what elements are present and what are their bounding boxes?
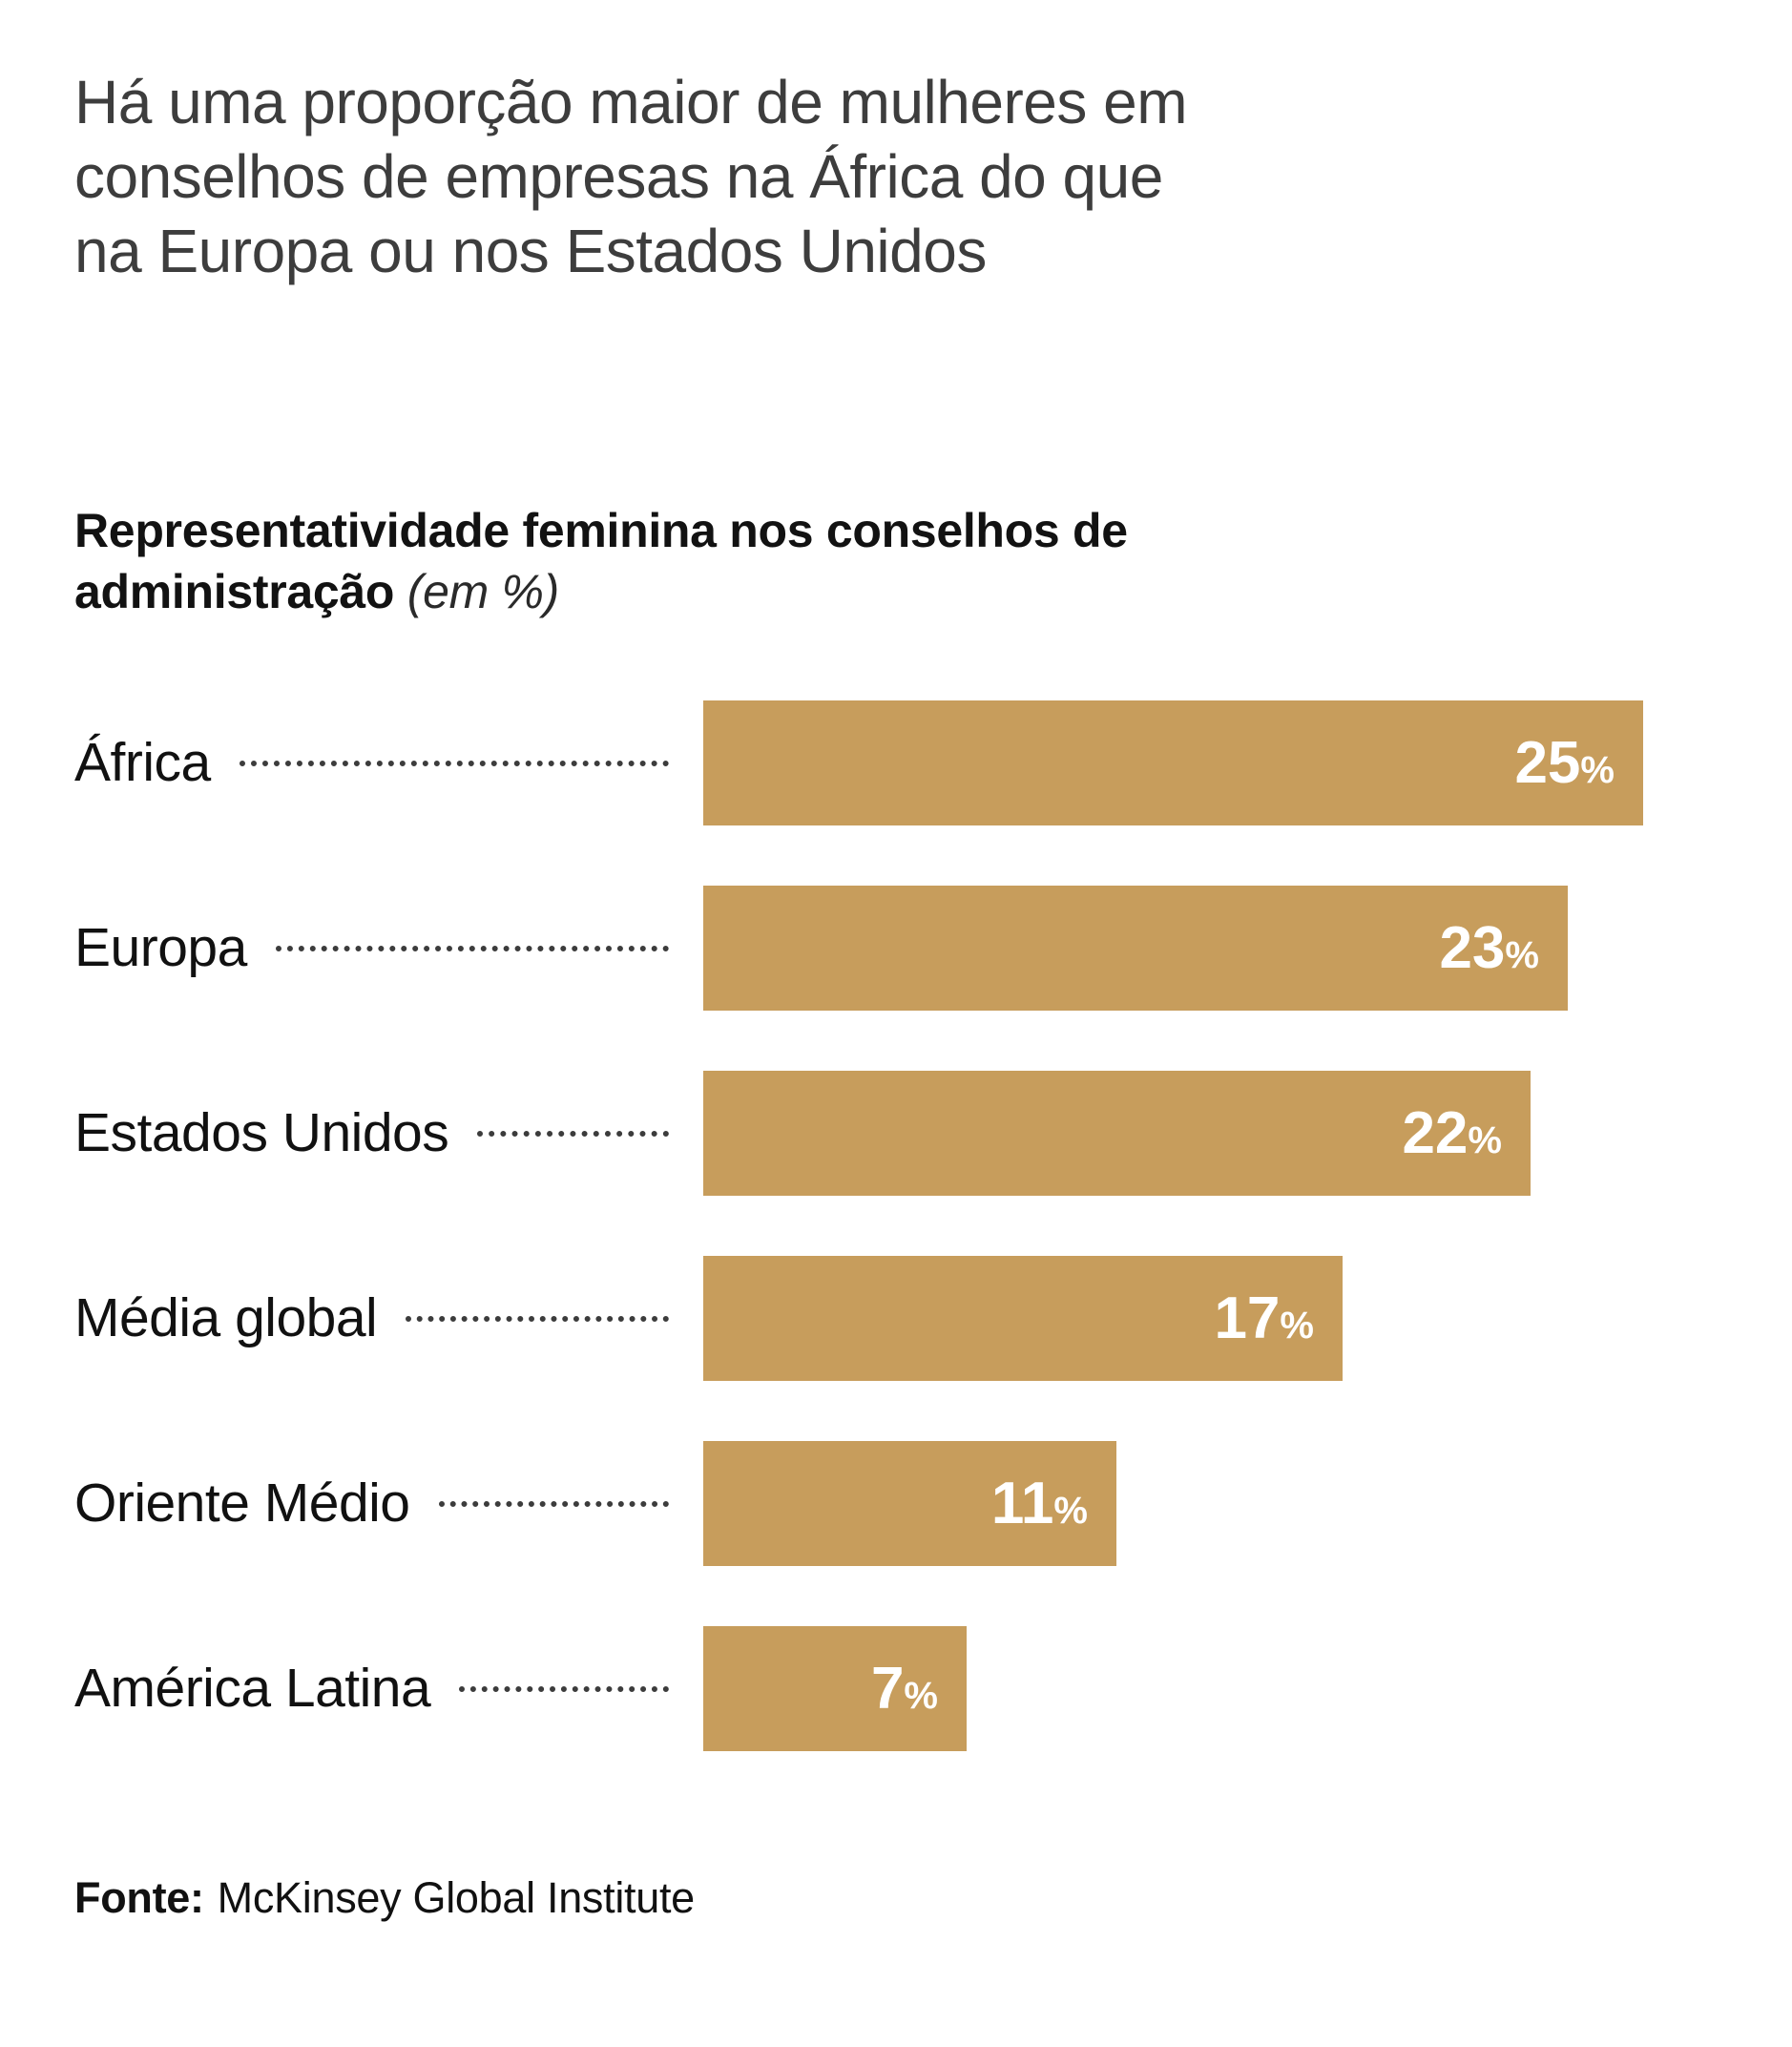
value-unit: % bbox=[1053, 1489, 1088, 1532]
leader-dotted-line bbox=[477, 1130, 669, 1137]
value-number: 23 bbox=[1439, 914, 1506, 981]
category-label: Média global bbox=[74, 1287, 378, 1349]
value-number: 25 bbox=[1514, 729, 1581, 796]
source-label: Fonte: bbox=[74, 1873, 204, 1923]
value-unit: % bbox=[1505, 933, 1539, 976]
subtitle-unit-note: (em %) bbox=[406, 565, 560, 619]
value-label: 17% bbox=[1214, 1288, 1314, 1348]
bar: 22% bbox=[703, 1071, 1531, 1197]
bar-row: Europa 23% bbox=[74, 886, 1716, 1012]
bar-label-zone: Europa bbox=[74, 921, 703, 975]
bar: 11% bbox=[703, 1441, 1116, 1567]
bar: 17% bbox=[703, 1256, 1343, 1382]
leader-dotted-line bbox=[459, 1685, 669, 1692]
bar-row: Estados Unidos 22% bbox=[74, 1071, 1716, 1197]
leader-dotted-line bbox=[406, 1315, 669, 1322]
bar-row: África 25% bbox=[74, 700, 1716, 826]
category-label: África bbox=[74, 732, 211, 794]
value-unit: % bbox=[1280, 1304, 1314, 1347]
category-label: Estados Unidos bbox=[74, 1102, 449, 1164]
value-unit: % bbox=[1580, 748, 1615, 791]
value-number: 22 bbox=[1402, 1099, 1469, 1166]
leader-dotted-line bbox=[275, 945, 669, 951]
category-label: Europa bbox=[74, 917, 247, 979]
category-label: Oriente Médio bbox=[74, 1473, 410, 1535]
chart-headline: Há uma proporção maior de mulheres em co… bbox=[74, 68, 1188, 286]
source-value: McKinsey Global Institute bbox=[217, 1873, 696, 1923]
bar-label-zone: América Latina bbox=[74, 1661, 703, 1716]
value-number: 7 bbox=[870, 1655, 905, 1722]
bar: 25% bbox=[703, 700, 1643, 826]
bar-row: Oriente Médio 11% bbox=[74, 1441, 1716, 1567]
source: Fonte: McKinsey Global Institute bbox=[74, 1873, 1716, 1923]
chart-subtitle: Representatividade feminina nos conselho… bbox=[74, 500, 1143, 622]
value-label: 22% bbox=[1402, 1103, 1502, 1163]
value-unit: % bbox=[1468, 1118, 1502, 1161]
bar-row: América Latina 7% bbox=[74, 1626, 1716, 1752]
bar-label-zone: África bbox=[74, 736, 703, 790]
value-label: 7% bbox=[871, 1659, 938, 1719]
bar-row: Média global 17% bbox=[74, 1256, 1716, 1382]
value-label: 11% bbox=[990, 1470, 1088, 1536]
value-unit: % bbox=[904, 1674, 938, 1717]
bar: 23% bbox=[703, 886, 1568, 1012]
subtitle-text: Representatividade feminina nos conselho… bbox=[74, 504, 1128, 619]
value-label: 25% bbox=[1514, 733, 1615, 793]
value-number: 17 bbox=[1214, 1285, 1281, 1351]
bar-label-zone: Estados Unidos bbox=[74, 1106, 703, 1160]
bar-label-zone: Oriente Médio bbox=[74, 1476, 703, 1531]
category-label: América Latina bbox=[74, 1658, 431, 1720]
bar-label-zone: Média global bbox=[74, 1291, 703, 1346]
value-number: 11 bbox=[990, 1470, 1054, 1536]
value-label: 23% bbox=[1439, 918, 1539, 978]
leader-dotted-line bbox=[239, 760, 669, 766]
bar-chart: África 25% Europa 23% Estados Unidos 22%… bbox=[74, 700, 1716, 1752]
bar: 7% bbox=[703, 1626, 967, 1752]
leader-dotted-line bbox=[438, 1500, 669, 1507]
